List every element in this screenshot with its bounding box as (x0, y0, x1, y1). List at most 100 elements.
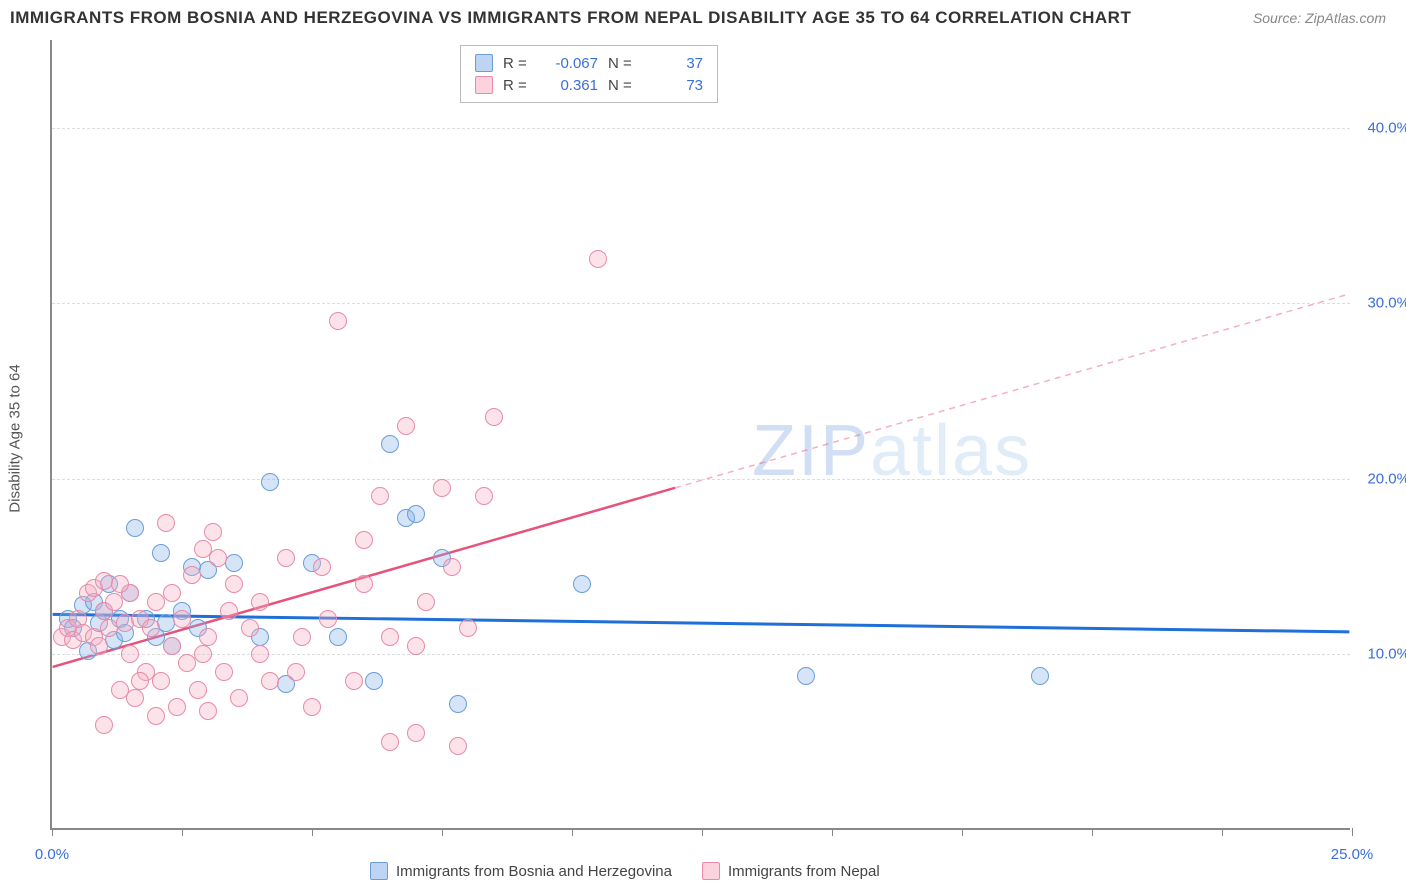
legend-swatch-blue (370, 862, 388, 880)
y-tick-label: 10.0% (1367, 646, 1406, 663)
scatter-marker-nepal (449, 737, 467, 755)
scatter-marker-nepal (163, 637, 181, 655)
scatter-marker-nepal (183, 566, 201, 584)
scatter-marker-bosnia (573, 575, 591, 593)
x-tick (182, 828, 183, 836)
legend-n-label: N = (608, 77, 638, 94)
x-tick (312, 828, 313, 836)
scatter-marker-nepal (189, 681, 207, 699)
scatter-marker-nepal (261, 672, 279, 690)
scatter-marker-nepal (287, 663, 305, 681)
legend-row-nepal: R = 0.361 N = 73 (475, 74, 703, 96)
scatter-marker-nepal (194, 645, 212, 663)
scatter-marker-nepal (90, 637, 108, 655)
legend-r-label: R = (503, 77, 533, 94)
scatter-marker-nepal (251, 645, 269, 663)
x-tick (442, 828, 443, 836)
scatter-marker-nepal (329, 312, 347, 330)
scatter-marker-bosnia (797, 667, 815, 685)
gridline-h (52, 479, 1350, 480)
scatter-marker-nepal (147, 707, 165, 725)
legend-swatch-blue (475, 54, 493, 72)
scatter-marker-nepal (157, 514, 175, 532)
scatter-marker-nepal (220, 602, 238, 620)
legend-label-bosnia: Immigrants from Bosnia and Herzegovina (396, 863, 672, 880)
legend-n-value-bosnia: 37 (648, 55, 703, 72)
scatter-marker-nepal (381, 733, 399, 751)
chart-title: IMMIGRANTS FROM BOSNIA AND HERZEGOVINA V… (10, 8, 1131, 28)
scatter-marker-nepal (173, 610, 191, 628)
scatter-marker-nepal (95, 716, 113, 734)
scatter-marker-nepal (168, 698, 186, 716)
scatter-marker-bosnia (225, 554, 243, 572)
gridline-h (52, 128, 1350, 129)
x-tick (1352, 828, 1353, 836)
scatter-marker-nepal (163, 584, 181, 602)
y-axis-label: Disability Age 35 to 64 (7, 364, 24, 512)
y-tick-label: 40.0% (1367, 119, 1406, 136)
scatter-marker-nepal (121, 645, 139, 663)
scatter-marker-bosnia (449, 695, 467, 713)
scatter-marker-nepal (459, 619, 477, 637)
x-tick (52, 828, 53, 836)
legend-r-value-bosnia: -0.067 (543, 55, 598, 72)
scatter-marker-nepal (381, 628, 399, 646)
legend-n-label: N = (608, 55, 638, 72)
scatter-marker-bosnia (152, 544, 170, 562)
legend-swatch-pink (475, 76, 493, 94)
scatter-marker-nepal (230, 689, 248, 707)
scatter-marker-nepal (152, 672, 170, 690)
scatter-marker-nepal (131, 672, 149, 690)
legend-item-bosnia: Immigrants from Bosnia and Herzegovina (370, 862, 672, 880)
legend-r-label: R = (503, 55, 533, 72)
source-attribution: Source: ZipAtlas.com (1253, 10, 1386, 26)
scatter-marker-nepal (303, 698, 321, 716)
scatter-marker-nepal (443, 558, 461, 576)
series-legend: Immigrants from Bosnia and Herzegovina I… (370, 862, 880, 880)
legend-swatch-pink (702, 862, 720, 880)
trendline-nepal-dashed (675, 294, 1349, 488)
scatter-marker-nepal (225, 575, 243, 593)
chart-container: IMMIGRANTS FROM BOSNIA AND HERZEGOVINA V… (0, 0, 1406, 892)
scatter-marker-nepal (277, 549, 295, 567)
scatter-marker-nepal (355, 575, 373, 593)
legend-row-bosnia: R = -0.067 N = 37 (475, 52, 703, 74)
scatter-marker-nepal (313, 558, 331, 576)
scatter-marker-nepal (199, 702, 217, 720)
scatter-marker-nepal (209, 549, 227, 567)
scatter-marker-bosnia (329, 628, 347, 646)
x-tick (1092, 828, 1093, 836)
x-tick-label: 25.0% (1331, 846, 1374, 863)
legend-r-value-nepal: 0.361 (543, 77, 598, 94)
correlation-legend: R = -0.067 N = 37 R = 0.361 N = 73 (460, 45, 718, 103)
x-tick-label: 0.0% (35, 846, 69, 863)
scatter-marker-bosnia (407, 505, 425, 523)
scatter-marker-nepal (371, 487, 389, 505)
scatter-marker-nepal (204, 523, 222, 541)
scatter-marker-nepal (142, 619, 160, 637)
scatter-marker-nepal (319, 610, 337, 628)
scatter-marker-bosnia (126, 519, 144, 537)
scatter-marker-nepal (589, 250, 607, 268)
scatter-marker-nepal (293, 628, 311, 646)
legend-n-value-nepal: 73 (648, 77, 703, 94)
x-tick (962, 828, 963, 836)
scatter-marker-nepal (126, 689, 144, 707)
plot-area: ZIPatlas 10.0%20.0%30.0%40.0%0.0%25.0% (50, 40, 1350, 830)
legend-item-nepal: Immigrants from Nepal (702, 862, 880, 880)
scatter-marker-nepal (241, 619, 259, 637)
scatter-marker-bosnia (365, 672, 383, 690)
scatter-marker-bosnia (381, 435, 399, 453)
scatter-marker-nepal (475, 487, 493, 505)
gridline-h (52, 654, 1350, 655)
legend-label-nepal: Immigrants from Nepal (728, 863, 880, 880)
x-tick (832, 828, 833, 836)
scatter-marker-nepal (407, 637, 425, 655)
y-tick-label: 30.0% (1367, 295, 1406, 312)
scatter-marker-nepal (251, 593, 269, 611)
scatter-marker-bosnia (1031, 667, 1049, 685)
scatter-marker-nepal (345, 672, 363, 690)
trend-lines-svg (52, 40, 1350, 828)
scatter-marker-nepal (355, 531, 373, 549)
scatter-marker-nepal (111, 575, 129, 593)
